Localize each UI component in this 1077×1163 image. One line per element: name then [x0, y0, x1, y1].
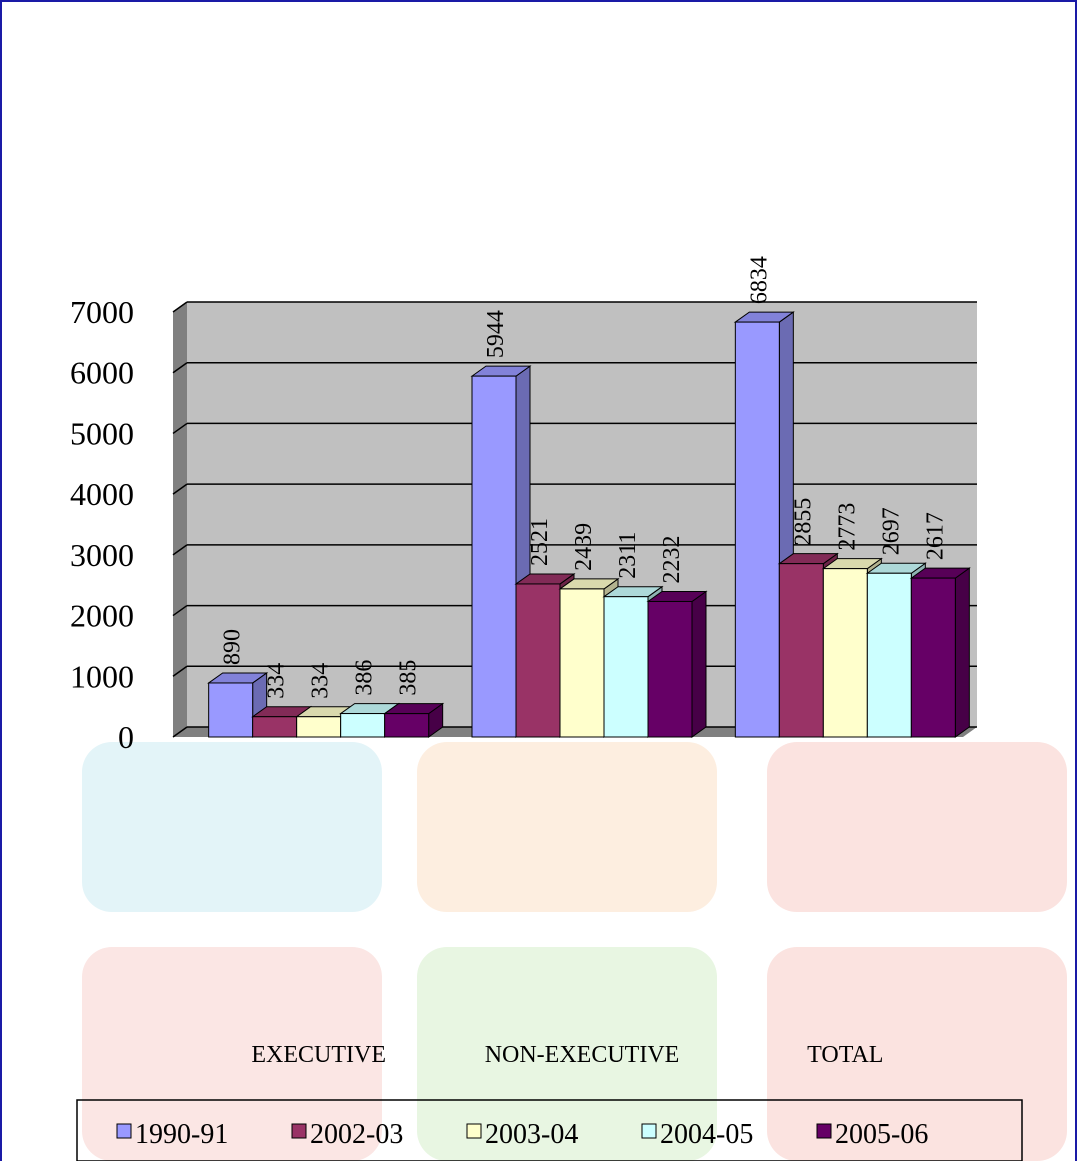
bar: [384, 713, 430, 738]
bar: [603, 596, 649, 738]
watermark: [767, 947, 1067, 1161]
bar: [822, 568, 868, 738]
legend-box: [76, 1099, 1023, 1161]
data-label: 2855: [790, 498, 816, 546]
legend-label: 1990-91: [135, 1119, 228, 1150]
bar: [910, 577, 956, 738]
legend-swatch: [641, 1123, 657, 1139]
bar: [208, 682, 254, 738]
y-tick-label: 5000: [70, 415, 134, 451]
grid-line: [172, 483, 188, 495]
side-wall: [173, 302, 187, 737]
grid-line: [172, 301, 188, 313]
y-tick-label: 1000: [70, 658, 134, 694]
data-label: 2617: [922, 512, 948, 560]
legend-swatch: [116, 1123, 132, 1139]
data-label: 2232: [659, 535, 685, 583]
data-label: 2311: [615, 532, 641, 579]
data-label: 385: [396, 660, 422, 696]
data-label: 5944: [483, 310, 509, 358]
data-label: 2521: [527, 518, 553, 566]
x-tick-label: EXECUTIVE: [251, 1042, 386, 1068]
grid-line: [172, 604, 188, 617]
watermark: [82, 947, 382, 1161]
y-tick-label: 4000: [70, 476, 134, 512]
bar: [471, 375, 517, 738]
data-label: 386: [352, 660, 378, 696]
legend-swatch: [466, 1123, 482, 1139]
bar: [559, 588, 605, 738]
watermark: [767, 742, 1067, 912]
x-tick-label: NON-EXECUTIVE: [485, 1042, 680, 1068]
data-label: 2439: [571, 523, 597, 571]
bar: [340, 713, 386, 738]
watermark: [82, 742, 382, 912]
legend-label: 2003-04: [485, 1119, 578, 1150]
bar: [296, 716, 342, 738]
bar: [647, 600, 693, 738]
y-tick-label: 3000: [70, 537, 134, 573]
grid-line: [172, 665, 188, 677]
data-label: 2773: [834, 503, 860, 551]
grid-line: [172, 422, 188, 435]
data-label: 334: [308, 663, 334, 699]
data-label: 890: [220, 629, 246, 665]
legend-swatch: [291, 1123, 307, 1139]
bar: [252, 716, 298, 738]
data-label: 334: [264, 663, 290, 699]
y-tick-label: 7000: [70, 294, 134, 330]
bar: [778, 563, 824, 738]
y-tick-label: 0: [118, 719, 134, 755]
bar-side: [691, 590, 707, 738]
grid-line: [172, 544, 188, 556]
data-label: 2697: [878, 507, 904, 555]
legend-swatch: [816, 1123, 832, 1139]
y-tick-label: 2000: [70, 598, 134, 634]
bar: [515, 583, 561, 738]
data-label: 6834: [746, 256, 772, 304]
x-tick-label: TOTAL: [807, 1042, 883, 1068]
bar: [734, 321, 780, 738]
grid-line: [172, 362, 188, 374]
watermark: [417, 947, 717, 1161]
legend-label: 2004-05: [660, 1119, 753, 1150]
watermark: [417, 742, 717, 912]
legend-label: 2005-06: [835, 1119, 928, 1150]
legend-label: 2002-03: [310, 1119, 403, 1150]
bar: [866, 572, 912, 738]
bar-side: [954, 567, 970, 738]
y-tick-label: 6000: [70, 355, 134, 391]
grid-line: [172, 726, 188, 738]
